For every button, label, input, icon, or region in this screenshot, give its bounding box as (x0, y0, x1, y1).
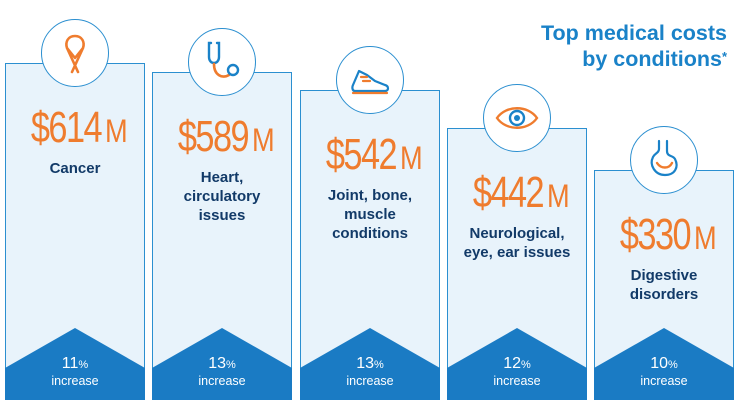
increase-label: increase (198, 374, 246, 388)
cost-amount-2: $589 M (152, 112, 292, 162)
condition-label-line: Digestive (630, 267, 698, 284)
condition-label-line: disorders (629, 286, 699, 303)
chart-title: Top medical costs by conditions* (427, 20, 727, 72)
sneaker-icon (336, 46, 404, 115)
cost-amount-1: $614 M (5, 103, 145, 153)
increase-label: increase (346, 374, 394, 388)
increase-footer-2: 13% increase (152, 328, 292, 400)
percent-sign: % (668, 359, 678, 371)
increase-percent-value: 11 (61, 355, 79, 372)
increase-footer-1: 11% increase (5, 328, 145, 400)
increase-footer-4: 12% increase (447, 328, 587, 400)
cost-unit: M (399, 140, 423, 177)
condition-label-line: muscle (344, 206, 396, 224)
increase-label: increase (493, 374, 541, 388)
condition-label-4: Neurological, eye, ear issues (447, 224, 587, 262)
cost-value: $442 (472, 167, 545, 217)
cost-unit: M (251, 122, 275, 159)
condition-label-1: Cancer (5, 159, 145, 178)
awareness-ribbon-icon (41, 19, 109, 87)
percent-sign: % (78, 359, 89, 371)
condition-label-2: Heart, circulatory issues (152, 168, 292, 225)
title-line-1: Top medical costs (541, 21, 727, 45)
title-line-2: by conditions* (427, 46, 727, 72)
cost-value: $330 (619, 210, 692, 259)
footnote-mark: * (721, 49, 727, 64)
condition-label-line: Heart, (200, 169, 244, 187)
condition-label-3: Joint, bone, muscle conditions (300, 186, 440, 243)
increase-percent: 13% (300, 355, 440, 374)
cost-value: $589 (177, 112, 250, 162)
condition-label-line: issues (198, 207, 246, 225)
footer-arrow-shape (5, 328, 145, 400)
cost-unit: M (104, 113, 128, 149)
condition-label-line: eye, ear issues (463, 243, 571, 261)
increase-percent: 10% (594, 355, 734, 374)
percent-sign: % (374, 359, 384, 371)
cost-amount-4: $442 M (447, 168, 587, 218)
condition-label-line: Neurological, (469, 224, 565, 242)
cost-value: $614 (30, 103, 103, 152)
footer-arrow-shape (152, 328, 292, 400)
increase-percent-value: 10 (650, 355, 668, 372)
title-line-2-text: by conditions (582, 47, 722, 71)
cost-unit: M (546, 177, 570, 214)
cost-amount-3: $542 M (300, 130, 440, 180)
condition-label-5: Digestive disorders (594, 266, 734, 304)
cost-value: $542 (325, 130, 398, 180)
stethoscope-icon (188, 28, 256, 97)
footer-arrow-shape (594, 328, 734, 400)
eye-icon (483, 83, 551, 152)
cost-amount-5: $330 M (594, 210, 734, 260)
condition-label-line: conditions (332, 225, 408, 243)
percent-sign: % (521, 359, 531, 371)
cost-unit: M (693, 220, 717, 256)
stomach-icon (630, 126, 698, 194)
increase-footer-5: 10% increase (594, 328, 734, 400)
footer-arrow-shape (300, 328, 440, 400)
increase-percent: 11% (5, 355, 145, 374)
increase-percent: 12% (447, 355, 587, 374)
condition-label-line: circulatory (183, 188, 261, 206)
increase-label: increase (640, 374, 688, 388)
increase-percent: 13% (152, 355, 292, 374)
increase-footer-3: 13% increase (300, 328, 440, 400)
condition-label-line: Joint, bone, (327, 187, 413, 205)
condition-label-line: Cancer (49, 160, 101, 177)
footer-arrow-shape (447, 328, 587, 400)
increase-percent-value: 12 (503, 355, 521, 372)
increase-label: increase (51, 374, 99, 388)
increase-percent-value: 13 (208, 355, 226, 372)
percent-sign: % (226, 359, 236, 371)
increase-percent-value: 13 (356, 355, 374, 372)
